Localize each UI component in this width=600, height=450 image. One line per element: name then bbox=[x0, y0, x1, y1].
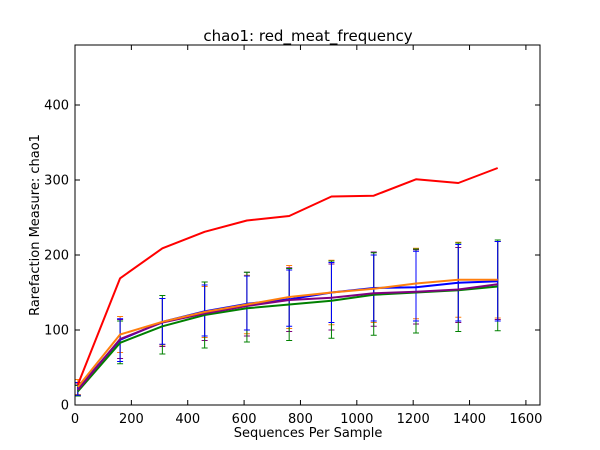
y-tick-label: 0 bbox=[61, 399, 69, 414]
x-axis-label: Sequences Per Sample bbox=[234, 426, 383, 441]
x-tick-label: 1400 bbox=[453, 412, 486, 427]
y-tick-label: 100 bbox=[44, 324, 69, 339]
plot-frame bbox=[74, 44, 541, 406]
y-tick-label: 300 bbox=[44, 174, 69, 189]
series-3-line bbox=[77, 285, 498, 393]
series-4-error-bars bbox=[74, 241, 501, 396]
y-tick-label: 400 bbox=[44, 99, 69, 114]
x-tick-label: 1200 bbox=[397, 412, 430, 427]
series-2-line bbox=[77, 283, 498, 391]
x-tick-label: 400 bbox=[175, 412, 200, 427]
y-axis-label: Rarefaction Measure: chao1 bbox=[28, 134, 43, 316]
series-1-line bbox=[77, 278, 498, 388]
series-layer bbox=[74, 167, 501, 397]
x-tick-label: 200 bbox=[119, 412, 144, 427]
series-0-line bbox=[76, 167, 499, 386]
axis-layer: 0 200 400 600 800 1000 1200 1400 1600 0 100 200 300 4… bbox=[44, 45, 542, 427]
x-tick-label: 1600 bbox=[509, 412, 542, 427]
x-tick-label: 1000 bbox=[340, 412, 373, 427]
x-tick-label: 0 bbox=[71, 412, 79, 427]
x-tick-label: 800 bbox=[288, 412, 313, 427]
y-tick-label: 200 bbox=[44, 249, 69, 264]
chart-title: chao1: red_meat_frequency bbox=[203, 27, 412, 46]
x-tick-label: 600 bbox=[232, 412, 257, 427]
series-3-error-bars bbox=[74, 239, 501, 397]
